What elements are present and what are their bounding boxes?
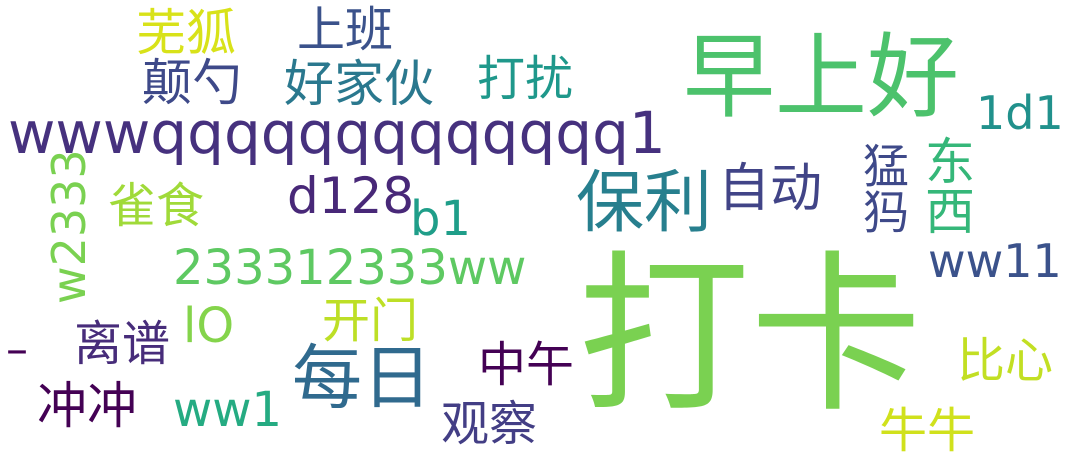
word-ww1: ww1	[173, 382, 283, 438]
word-baoli: 保利	[576, 164, 713, 243]
word-meiri: 每日	[292, 337, 432, 419]
word-ww11: ww11	[928, 234, 1062, 288]
word-niuniu: 牛牛	[879, 403, 976, 459]
word-lipu: 离谱	[74, 316, 171, 372]
word-d128: d128	[287, 167, 415, 225]
word-mengma: 猛犸	[856, 142, 910, 234]
word-233: 233312333ww	[173, 240, 527, 296]
word-shangban: 上班	[297, 2, 394, 58]
word-dianshao: 颠勺	[142, 54, 242, 112]
word-wwwq: wwwqqqqqqqqqqqqq1	[8, 99, 666, 167]
word-b1: b1	[410, 191, 472, 247]
word-w2333: w2333	[42, 149, 96, 304]
word-lO: lO	[183, 298, 235, 354]
word-bixin: 比心	[957, 333, 1054, 389]
word-kaimen: 开门	[322, 293, 419, 349]
word-chongchong: 冲冲	[37, 377, 137, 435]
word-daka: 打卡	[578, 235, 922, 436]
word-haojiahuo: 好家伙	[284, 55, 434, 113]
word-dongxi: 东西	[917, 135, 975, 235]
word-wuhu: 芜狐	[136, 4, 236, 62]
word-zhongwu: 中午	[478, 337, 575, 393]
word-1d1: 1d1	[976, 86, 1064, 140]
word-darao: 打扰	[477, 51, 574, 107]
word-zidong: 自动	[718, 159, 823, 219]
word-guancha: 观察	[441, 396, 538, 452]
word-dash: –	[6, 324, 28, 375]
word-queshi: 雀食	[108, 178, 205, 234]
word-zaoshanghao: 早上好	[683, 24, 960, 131]
